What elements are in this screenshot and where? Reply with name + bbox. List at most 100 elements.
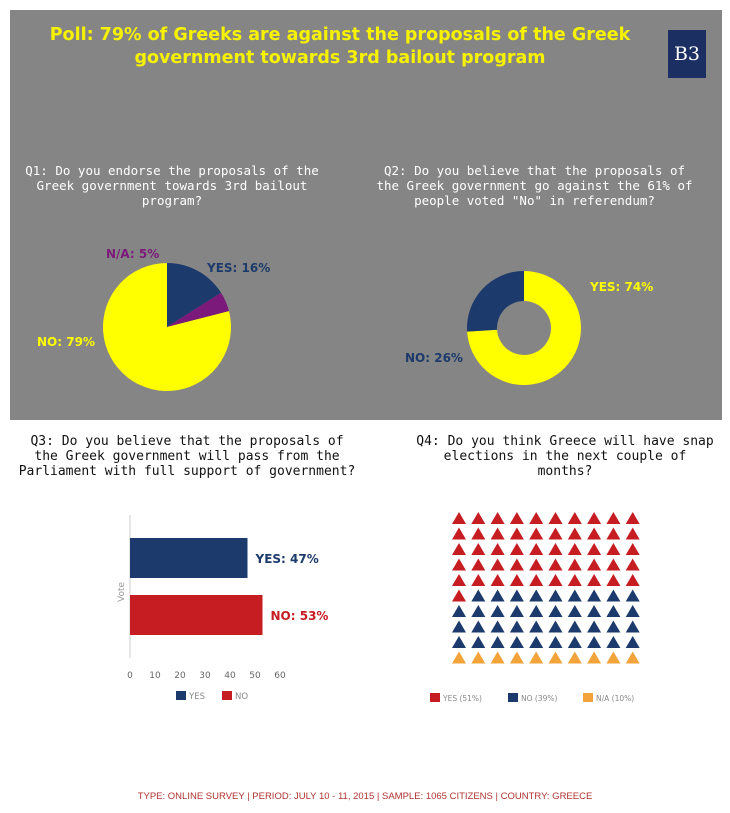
q4-icon-no — [587, 620, 602, 633]
q3-axis-label: Vote — [117, 582, 127, 602]
q4-icon-yes — [509, 574, 524, 586]
q4-icon-yes — [452, 589, 466, 602]
q2-slice-no — [467, 271, 524, 332]
q4-icon-na — [625, 651, 640, 664]
q4-icon-na — [471, 651, 486, 664]
q3-tick: 50 — [249, 671, 261, 681]
q4-icon-no — [548, 620, 563, 633]
q4-icon-no — [509, 636, 524, 648]
q4-icon-no — [490, 620, 505, 633]
q3-legend-label-yes: YES — [188, 692, 205, 702]
q4-icon-yes — [625, 558, 640, 571]
q3-legend-swatch-yes — [176, 691, 186, 700]
q4-icon-no — [452, 620, 466, 633]
q4-icon-no — [567, 589, 582, 602]
q2-label-no: NO: 26% — [405, 351, 463, 365]
q4-icon-na — [606, 651, 621, 664]
q4-icon-yes — [471, 527, 486, 540]
q3-tick: 10 — [149, 671, 161, 681]
q4-icon-no — [471, 620, 486, 633]
q4-icon-yes — [452, 527, 466, 540]
q4-icon-na — [548, 651, 563, 664]
q2-label-yes: YES: 74% — [589, 280, 653, 294]
q4-icon-na — [529, 651, 544, 664]
brand-logo: B3 — [668, 30, 706, 78]
q4-legend-swatch-na — [583, 693, 593, 702]
q4-icon-no — [509, 589, 524, 602]
q1-label-na: N/A: 5% — [106, 247, 159, 261]
q4-legend-label-yes: YES (51%) — [442, 694, 482, 703]
q4-icon-yes — [606, 574, 621, 586]
q4-icon-no — [606, 605, 621, 617]
q4-icon-yes — [625, 574, 640, 586]
footer-info: TYPE: ONLINE SURVEY | PERIOD: JULY 10 - … — [137, 791, 593, 802]
q3-tick: 20 — [174, 671, 186, 681]
q4-icon-yes — [452, 574, 466, 586]
q4-icon-yes — [490, 558, 505, 571]
q4-icon-no — [567, 605, 582, 617]
q4-icon-na — [509, 651, 524, 664]
q4-icon-yes — [567, 527, 582, 540]
q4-icon-no — [509, 605, 524, 617]
q3-tick: 60 — [274, 671, 286, 681]
q4-icon-no — [471, 605, 486, 617]
q4-icon-yes — [587, 543, 602, 555]
q4-icon-no — [567, 636, 582, 648]
q4-icon-no — [606, 589, 621, 602]
q3-legend-label-no: NO — [235, 692, 248, 702]
q4-icon-no — [452, 605, 466, 617]
q4-icon-yes — [587, 558, 602, 571]
q1-slice-no — [102, 263, 231, 391]
q4-icon-yes — [567, 574, 582, 586]
q4-icon-yes — [529, 512, 544, 524]
q4-icon-no — [587, 589, 602, 602]
q4-icon-yes — [625, 512, 640, 524]
q4-icon-yes — [471, 512, 486, 524]
q4-icon-yes — [606, 527, 621, 540]
q4-icon-yes — [548, 512, 563, 524]
q4-icon-no — [587, 605, 602, 617]
q4-icon-no — [548, 636, 563, 648]
q4-icon-yes — [587, 527, 602, 540]
q4-icon-yes — [509, 512, 524, 524]
q4-icon-no — [490, 589, 505, 602]
q4-icon-no — [625, 605, 640, 617]
q4-icon-yes — [548, 543, 563, 555]
q4-icon-yes — [529, 527, 544, 540]
q1-slice-na — [167, 292, 229, 327]
q4-icon-no — [625, 589, 640, 602]
q4-icon-na — [452, 651, 466, 664]
q2-question: Q2: Do you believe that the proposals of… — [376, 163, 693, 208]
q4-icon-no — [452, 636, 466, 648]
q4-legend-swatch-yes — [430, 693, 440, 702]
q4-icon-yes — [490, 543, 505, 555]
q4-legend-label-na: N/A (10%) — [596, 694, 634, 703]
q4-icon-yes — [567, 543, 582, 555]
q3-tick: 30 — [199, 671, 211, 681]
q4-icon-yes — [471, 558, 486, 571]
q4-icon-yes — [587, 574, 602, 586]
q4-icon-yes — [490, 527, 505, 540]
q3-question: Q3: Do you believe that the proposals of… — [18, 434, 356, 479]
q4-icon-yes — [490, 574, 505, 586]
q4-icon-no — [529, 589, 544, 602]
q4-icon-yes — [567, 558, 582, 571]
q3-legend-swatch-no — [222, 691, 232, 700]
q4-icon-yes — [625, 543, 640, 555]
q4-icon-yes — [471, 574, 486, 586]
q4-icon-yes — [587, 512, 602, 524]
q4-icon-yes — [567, 512, 582, 524]
q4-icon-yes — [529, 543, 544, 555]
q4-icon-na — [567, 651, 582, 664]
q3-tick: 0 — [127, 671, 133, 681]
q4-icon-no — [490, 636, 505, 648]
q4-icon-yes — [452, 558, 466, 571]
q4-icon-no — [471, 589, 486, 602]
q4-icon-no — [509, 620, 524, 633]
q4-icon-yes — [529, 558, 544, 571]
q4-icon-na — [490, 651, 505, 664]
q4-icon-no — [625, 620, 640, 633]
q4-icon-yes — [490, 512, 505, 524]
q4-legend-label-no: NO (39%) — [521, 694, 557, 703]
